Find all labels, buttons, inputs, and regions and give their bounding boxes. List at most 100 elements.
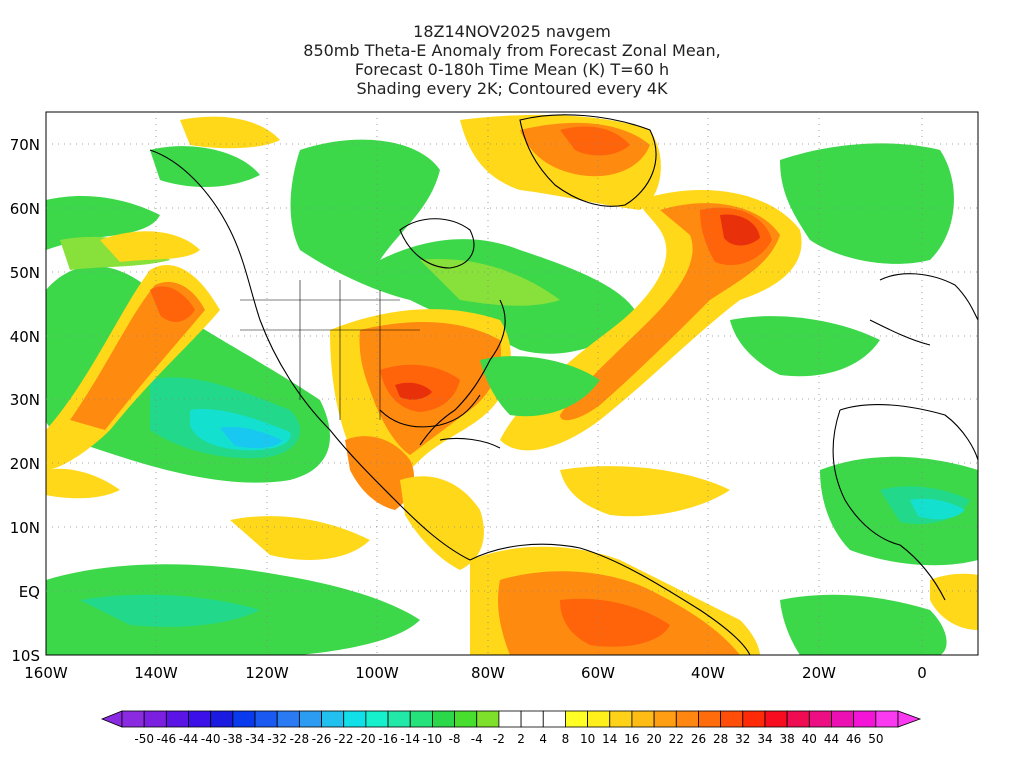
lon-label-140w: 140W <box>134 664 178 682</box>
colorbar-label: -4 <box>471 732 483 746</box>
colorbar-swatch <box>764 710 788 728</box>
colorbar-arrow-low <box>100 710 123 728</box>
colorbar-arrow-high <box>897 710 922 728</box>
mexico-orange <box>345 436 415 510</box>
title-line-2: 850mb Theta-E Anomaly from Forecast Zona… <box>303 41 721 60</box>
longitude-labels: 160W 140W 120W 100W 80W 60W 40W 20W 0 <box>24 664 927 682</box>
colorbar-swatch <box>698 710 722 728</box>
alaska-yellow <box>180 116 280 149</box>
colorbar-swatch <box>387 710 411 728</box>
africa-coast <box>832 404 978 601</box>
colorbar-swatch <box>454 710 478 728</box>
colorbar-swatch <box>520 710 544 728</box>
colorbar-label: 22 <box>669 732 684 746</box>
alaska-green <box>150 146 260 187</box>
colorbar-label: -10 <box>423 732 443 746</box>
lat-label-50n: 50N <box>10 264 40 282</box>
colorbar-label: 28 <box>713 732 728 746</box>
colorbar-label: 10 <box>580 732 595 746</box>
tropical-atlantic-yellow <box>560 466 730 517</box>
latitude-labels: 70N 60N 50N 40N 30N 20N 10N EQ 10S <box>10 136 40 665</box>
colorbar-label: -28 <box>290 732 310 746</box>
central-america-yellow <box>400 476 484 570</box>
title-line-1: 18Z14NOV2025 navgem <box>413 22 611 41</box>
colorbar-label: 26 <box>691 732 706 746</box>
north-america-west-coast <box>149 149 471 561</box>
title-line-4: Shading every 2K; Contoured every 4K <box>356 79 668 98</box>
western-canada-yellow <box>100 231 200 262</box>
cuba <box>439 437 501 449</box>
colorbar-label: -44 <box>179 732 199 746</box>
lat-label-10n: 10N <box>10 519 40 537</box>
colorbar-label: -14 <box>400 732 420 746</box>
lat-label-20n: 20N <box>10 455 40 473</box>
colorbar-label: -20 <box>356 732 376 746</box>
colorbar-swatch <box>143 710 167 728</box>
colorbar-swatch <box>609 710 633 728</box>
atlantic-belt-red <box>720 214 760 246</box>
lat-label-10s: 10S <box>11 647 40 665</box>
colorbar-swatch <box>875 710 899 728</box>
colorbar-label: 4 <box>539 732 547 746</box>
colorbar-label: -32 <box>267 732 287 746</box>
lon-label-100w: 100W <box>355 664 399 682</box>
colorbar-label: 8 <box>562 732 570 746</box>
chart-title: 18Z14NOV2025 navgem 850mb Theta-E Anomal… <box>0 22 1024 98</box>
lon-label-60w: 60W <box>581 664 615 682</box>
colorbar-label: 14 <box>602 732 617 746</box>
colorbar-swatch <box>631 710 655 728</box>
lat-label-70n: 70N <box>10 136 40 154</box>
colorbar-label: -2 <box>493 732 505 746</box>
colorbar-label: 20 <box>646 732 661 746</box>
north-pacific-green <box>46 195 160 250</box>
lat-label-30n: 30N <box>10 391 40 409</box>
hudson-bay <box>399 218 475 269</box>
africa-aqua <box>910 498 965 520</box>
graticule <box>46 112 978 655</box>
lat-label-eq: EQ <box>19 583 40 601</box>
colorbar-swatch <box>232 710 256 728</box>
colorbar-label: 50 <box>868 732 883 746</box>
colorbar-swatch <box>587 710 611 728</box>
colorbar-swatch <box>831 710 855 728</box>
north-america-east-coast <box>419 299 506 446</box>
east-pacific-yellow-west <box>46 468 120 499</box>
colorbar-label: 38 <box>780 732 795 746</box>
colorbar-label: 32 <box>735 732 750 746</box>
greenland-coast <box>519 114 657 207</box>
colorbar-swatch <box>165 710 189 728</box>
pacific-cyan-region <box>220 426 282 448</box>
colorbar-swatch <box>853 710 877 728</box>
colorbar-swatch <box>121 710 145 728</box>
south-atlantic-green <box>780 594 947 655</box>
colorbar-label: 44 <box>824 732 839 746</box>
colorbar-swatch <box>565 710 589 728</box>
colorbar-swatch <box>742 710 766 728</box>
colorbar-swatch <box>542 710 566 728</box>
state-borders <box>240 280 420 420</box>
amazon-core <box>560 598 670 647</box>
west-africa-yellow <box>930 573 978 630</box>
lat-label-40n: 40N <box>10 328 40 346</box>
colorbar-swatch <box>498 710 522 728</box>
colorbar-label: -26 <box>312 732 332 746</box>
lon-label-20w: 20W <box>802 664 836 682</box>
colorbar-swatch <box>276 710 300 728</box>
colorbar-swatch <box>786 710 810 728</box>
lon-label-160w: 160W <box>24 664 68 682</box>
colorbar-label: -40 <box>201 732 221 746</box>
colorbar-swatch <box>409 710 433 728</box>
colorbar-label: 16 <box>624 732 639 746</box>
lon-label-80w: 80W <box>471 664 505 682</box>
colorbar-label: 2 <box>517 732 525 746</box>
anomaly-shading <box>46 112 978 655</box>
colorbar-swatch <box>210 710 234 728</box>
colorbar-label: -16 <box>378 732 398 746</box>
pacific-warm-streak-core <box>150 286 195 322</box>
colorbar-label: -38 <box>223 732 243 746</box>
caribbean-green <box>480 356 600 417</box>
colorbar-swatch <box>321 710 345 728</box>
lon-label-40w: 40W <box>691 664 725 682</box>
colorbar-label: 46 <box>846 732 861 746</box>
